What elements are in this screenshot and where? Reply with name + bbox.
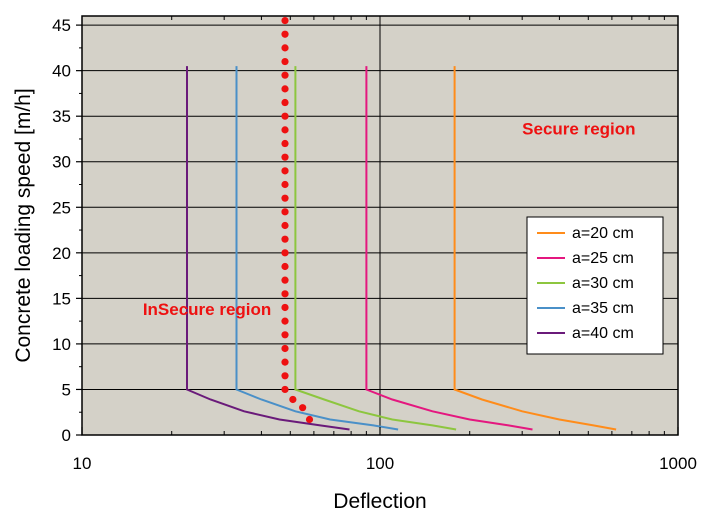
y-tick-label-15: 15 — [52, 289, 71, 308]
boundary-dot-13 — [281, 180, 289, 189]
boundary-dot-26 — [281, 358, 289, 366]
boundary-dot-25 — [281, 344, 289, 353]
boundary-dot-29 — [289, 395, 297, 404]
y-tick-label-40: 40 — [52, 62, 71, 81]
boundary-dot-16 — [281, 221, 289, 230]
grid — [82, 16, 678, 435]
boundary-dot-1 — [281, 16, 289, 25]
series-line-3 — [294, 66, 457, 431]
boundary-dot-24 — [281, 331, 289, 339]
axis-ticks: 0 5 10 15 20 25 30 35 40 45 10 100 1000 — [52, 16, 697, 473]
boundary-dot-15 — [281, 208, 289, 216]
legend-label-4: a=35 cm — [572, 300, 634, 317]
boundary-dot-5 — [281, 71, 289, 79]
x-axis-title: Deflection — [333, 490, 426, 513]
y-tick-label-35: 35 — [52, 107, 71, 126]
boundary-dot-30 — [299, 404, 307, 412]
boundary-dot-22 — [281, 303, 289, 312]
y-tick-label-30: 30 — [52, 153, 71, 172]
boundary-dot-31 — [305, 415, 314, 424]
boundary-dot-23 — [281, 317, 289, 325]
boundary-dot-6 — [281, 85, 289, 93]
series-line-2 — [365, 66, 533, 431]
boundary-dot-9 — [281, 126, 289, 134]
boundary-dot-20 — [281, 276, 289, 284]
x-tick-label-100: 100 — [366, 454, 394, 473]
x-tick-label-1000: 1000 — [659, 454, 697, 473]
y-tick-label-20: 20 — [52, 244, 71, 263]
legend-label-5: a=40 cm — [572, 325, 634, 342]
y-axis-title: Concrete loading speed [m/h] — [12, 88, 35, 362]
boundary-dot-27 — [281, 372, 289, 380]
boundary-dots — [281, 16, 314, 424]
x-tick-label-10: 10 — [73, 454, 92, 473]
boundary-dot-3 — [281, 44, 289, 52]
boundary-dot-28 — [281, 385, 289, 394]
y-tick-label-10: 10 — [52, 335, 71, 354]
y-tick-label-25: 25 — [52, 198, 71, 217]
boundary-dot-14 — [281, 194, 289, 202]
series-line-4 — [235, 66, 399, 431]
legend-box — [526, 216, 664, 355]
annotations: Secure region InSecure region — [143, 119, 636, 318]
legend-label-1: a=20 cm — [572, 225, 634, 242]
series-group — [186, 66, 617, 431]
y-tick-label-5: 5 — [62, 380, 71, 399]
boundary-dot-17 — [281, 235, 289, 243]
boundary-dot-19 — [281, 262, 289, 271]
boundary-dot-2 — [281, 30, 289, 38]
boundary-dot-11 — [281, 153, 289, 161]
boundary-dot-21 — [281, 290, 289, 298]
y-tick-label-45: 45 — [52, 16, 71, 35]
region-label-2: InSecure region — [143, 300, 271, 319]
boundary-dot-18 — [281, 249, 289, 257]
boundary-dot-10 — [281, 139, 289, 148]
boundary-dot-4 — [281, 57, 289, 66]
legend-label-3: a=30 cm — [572, 275, 634, 292]
boundary-dot-7 — [281, 98, 289, 107]
series-line-5 — [186, 66, 350, 431]
legend: a=20 cm a=25 cm a=30 cm a=35 cm a=40 cm — [526, 216, 664, 355]
y-tick-label-0: 0 — [62, 426, 71, 445]
legend-label-2: a=25 cm — [572, 250, 634, 267]
boundary-dot-8 — [281, 112, 289, 120]
boundary-dot-12 — [281, 167, 289, 175]
series-line-1 — [453, 66, 617, 431]
region-label-1: Secure region — [522, 119, 635, 138]
